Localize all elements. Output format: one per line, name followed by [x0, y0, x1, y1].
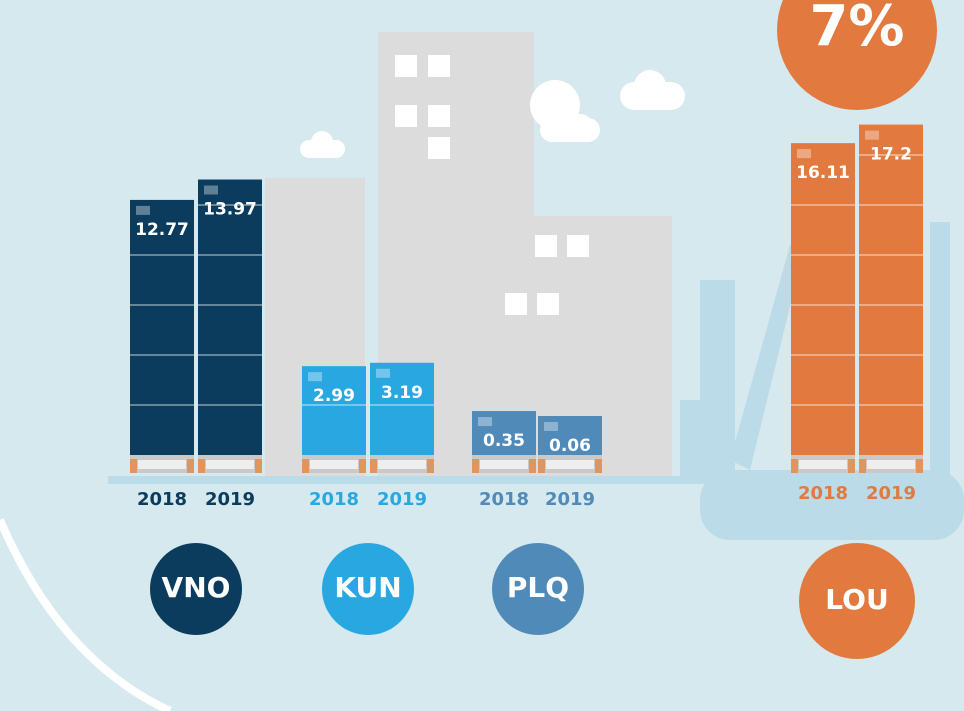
year-label: 2018: [479, 489, 529, 510]
pallet-foot: [916, 459, 923, 473]
box-marker: [544, 422, 558, 431]
box-marker: [376, 369, 390, 378]
pallet-foot: [859, 459, 866, 473]
group-label: KUN: [334, 571, 401, 604]
box-marker: [204, 186, 218, 195]
year-label: 2018: [137, 489, 187, 510]
group-label: PLQ: [507, 571, 569, 604]
pallet-foot: [302, 459, 309, 473]
value-label: 13.97: [203, 200, 257, 220]
box-marker: [797, 149, 811, 158]
bar: [791, 143, 855, 455]
bar: [198, 180, 262, 455]
pallet-board: [206, 460, 254, 469]
value-label: 3.19: [381, 383, 423, 403]
group-label: LOU: [825, 583, 888, 616]
pallet-board: [378, 460, 426, 469]
pallet-board: [799, 460, 847, 469]
pallet-foot: [255, 459, 262, 473]
pallet-foot: [595, 459, 602, 473]
value-label: 17.2: [870, 145, 912, 165]
pallet-foot: [359, 459, 366, 473]
value-label: 0.06: [549, 436, 591, 456]
pallet-foot: [198, 459, 205, 473]
pallet-foot: [848, 459, 855, 473]
year-label: 2019: [377, 489, 427, 510]
year-label: 2019: [545, 489, 595, 510]
pallet-board: [138, 460, 186, 469]
pallet-foot: [130, 459, 137, 473]
year-label: 2018: [309, 489, 359, 510]
box-marker: [308, 372, 322, 381]
value-label: 12.77: [135, 220, 189, 240]
ground: [108, 476, 708, 484]
pallet-foot: [427, 459, 434, 473]
pallet-board: [867, 460, 915, 469]
pallet-board: [480, 460, 528, 469]
box-marker: [478, 417, 492, 426]
year-label: 2018: [798, 483, 848, 504]
pallet-foot: [187, 459, 194, 473]
pallet-foot: [472, 459, 479, 473]
pallet-board: [310, 460, 358, 469]
box-marker: [865, 131, 879, 140]
badge: 7%: [809, 0, 904, 59]
pallet-foot: [529, 459, 536, 473]
pallet-foot: [538, 459, 545, 473]
infographic: 7% 12.77 2018 13.97 2019 VNO 2.99 2018 3.19 2019…: [0, 0, 964, 711]
value-label: 16.11: [796, 163, 850, 183]
pallet-foot: [791, 459, 798, 473]
year-label: 2019: [866, 483, 916, 504]
group-label: VNO: [162, 571, 231, 604]
pallet-board: [546, 460, 594, 469]
box-marker: [136, 206, 150, 215]
value-label: 2.99: [313, 386, 355, 406]
value-label: 0.35: [483, 431, 525, 451]
year-label: 2019: [205, 489, 255, 510]
pallet-foot: [370, 459, 377, 473]
